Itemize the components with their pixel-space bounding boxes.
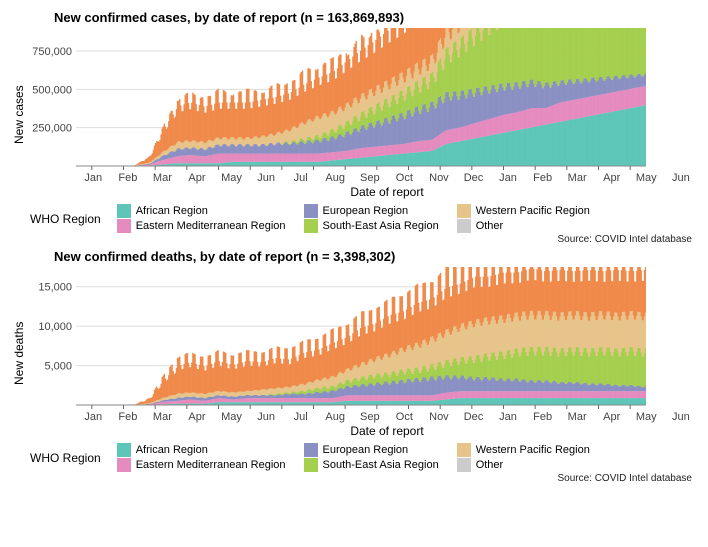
plot-svg: 250,000 500,000 750,000	[26, 28, 646, 172]
xtick-label: Apr	[594, 411, 629, 423]
xtick-label: May	[629, 172, 664, 184]
xtick-label: Jan	[491, 172, 526, 184]
xtick-label: Sep	[353, 411, 388, 423]
legend: WHO Region African Region Eastern Mediter…	[30, 204, 698, 233]
xtick-label: Jan	[76, 411, 111, 423]
legend-item-other: Other	[457, 458, 590, 472]
legend-label: European Region	[323, 205, 409, 217]
xtick-label: Aug	[318, 172, 353, 184]
xtick-label: Feb	[525, 172, 560, 184]
plot-svg: 5,00010,00015,000	[26, 267, 646, 411]
legend-label: African Region	[136, 444, 208, 456]
chart-title: New confirmed cases, by date of report (…	[54, 10, 698, 25]
svg-text:750,000: 750,000	[32, 46, 72, 58]
chart-cases: New confirmed cases, by date of report (…	[10, 10, 698, 245]
legend-item-european: European Region	[304, 443, 439, 457]
swatch-wpacific	[457, 204, 471, 218]
xtick-label: Feb	[111, 172, 146, 184]
swatch-african	[117, 204, 131, 218]
swatch-european	[304, 204, 318, 218]
x-axis-label: Date of report	[76, 424, 698, 438]
xtick-label: Nov	[422, 172, 457, 184]
legend-label: South-East Asia Region	[323, 220, 439, 232]
swatch-seasia	[304, 458, 318, 472]
legend-item-wpacific: Western Pacific Region	[457, 443, 590, 457]
legend-title: WHO Region	[30, 212, 101, 226]
xtick-label: Jan	[76, 172, 111, 184]
legend: WHO Region African Region Eastern Mediter…	[30, 443, 698, 472]
xtick-label: Mar	[145, 172, 180, 184]
legend-label: Eastern Mediterranean Region	[136, 220, 286, 232]
xtick-label: Jun	[249, 411, 284, 423]
xtick-label: Jun	[664, 411, 699, 423]
xtick-label: Aug	[318, 411, 353, 423]
xtick-label: Nov	[422, 411, 457, 423]
xtick-label: Oct	[387, 172, 422, 184]
xtick-label: Jun	[249, 172, 284, 184]
legend-item-african: African Region	[117, 204, 286, 218]
xtick-label: Mar	[145, 411, 180, 423]
swatch-european	[304, 443, 318, 457]
legend-label: Other	[476, 220, 504, 232]
x-ticks: JanFebMarAprMayJunJulAugSepOctNovDecJanF…	[76, 411, 698, 423]
legend-label: South-East Asia Region	[323, 459, 439, 471]
xtick-label: Jul	[283, 411, 318, 423]
xtick-label: Jun	[664, 172, 699, 184]
svg-text:250,000: 250,000	[32, 123, 72, 135]
xtick-label: Apr	[180, 411, 215, 423]
x-ticks: JanFebMarAprMayJunJulAugSepOctNovDecJanF…	[76, 172, 698, 184]
xtick-label: Jul	[283, 172, 318, 184]
legend-item-european: European Region	[304, 204, 439, 218]
swatch-wpacific	[457, 443, 471, 457]
xtick-label: May	[214, 172, 249, 184]
xtick-label: Mar	[560, 411, 595, 423]
svg-text:500,000: 500,000	[32, 84, 72, 96]
legend-item-seasia: South-East Asia Region	[304, 219, 439, 233]
xtick-label: Dec	[456, 411, 491, 423]
swatch-seasia	[304, 219, 318, 233]
xtick-label: Dec	[456, 172, 491, 184]
legend-label: Western Pacific Region	[476, 444, 590, 456]
legend-item-emed: Eastern Mediterranean Region	[117, 219, 286, 233]
chart-title: New confirmed deaths, by date of report …	[54, 249, 698, 264]
swatch-african	[117, 443, 131, 457]
legend-item-wpacific: Western Pacific Region	[457, 204, 590, 218]
xtick-label: Apr	[594, 172, 629, 184]
xtick-label: Apr	[180, 172, 215, 184]
chart-deaths: New confirmed deaths, by date of report …	[10, 249, 698, 484]
legend-label: African Region	[136, 205, 208, 217]
xtick-label: Feb	[525, 411, 560, 423]
legend-label: Eastern Mediterranean Region	[136, 459, 286, 471]
source-label: Source: COVID Intel database	[10, 473, 692, 484]
swatch-other	[457, 219, 471, 233]
xtick-label: May	[214, 411, 249, 423]
xtick-label: Sep	[353, 172, 388, 184]
xtick-label: Mar	[560, 172, 595, 184]
legend-label: European Region	[323, 444, 409, 456]
xtick-label: Feb	[111, 411, 146, 423]
swatch-emed	[117, 219, 131, 233]
x-axis-label: Date of report	[76, 185, 698, 199]
legend-title: WHO Region	[30, 451, 101, 465]
legend-item-african: African Region	[117, 443, 286, 457]
xtick-label: May	[629, 411, 664, 423]
legend-item-emed: Eastern Mediterranean Region	[117, 458, 286, 472]
y-axis-label: New cases	[10, 28, 26, 201]
xtick-label: Jan	[491, 411, 526, 423]
legend-label: Western Pacific Region	[476, 205, 590, 217]
swatch-other	[457, 458, 471, 472]
legend-item-seasia: South-East Asia Region	[304, 458, 439, 472]
legend-item-other: Other	[457, 219, 590, 233]
source-label: Source: COVID Intel database	[10, 234, 692, 245]
legend-label: Other	[476, 459, 504, 471]
xtick-label: Oct	[387, 411, 422, 423]
y-axis-label: New deaths	[10, 267, 26, 440]
swatch-emed	[117, 458, 131, 472]
